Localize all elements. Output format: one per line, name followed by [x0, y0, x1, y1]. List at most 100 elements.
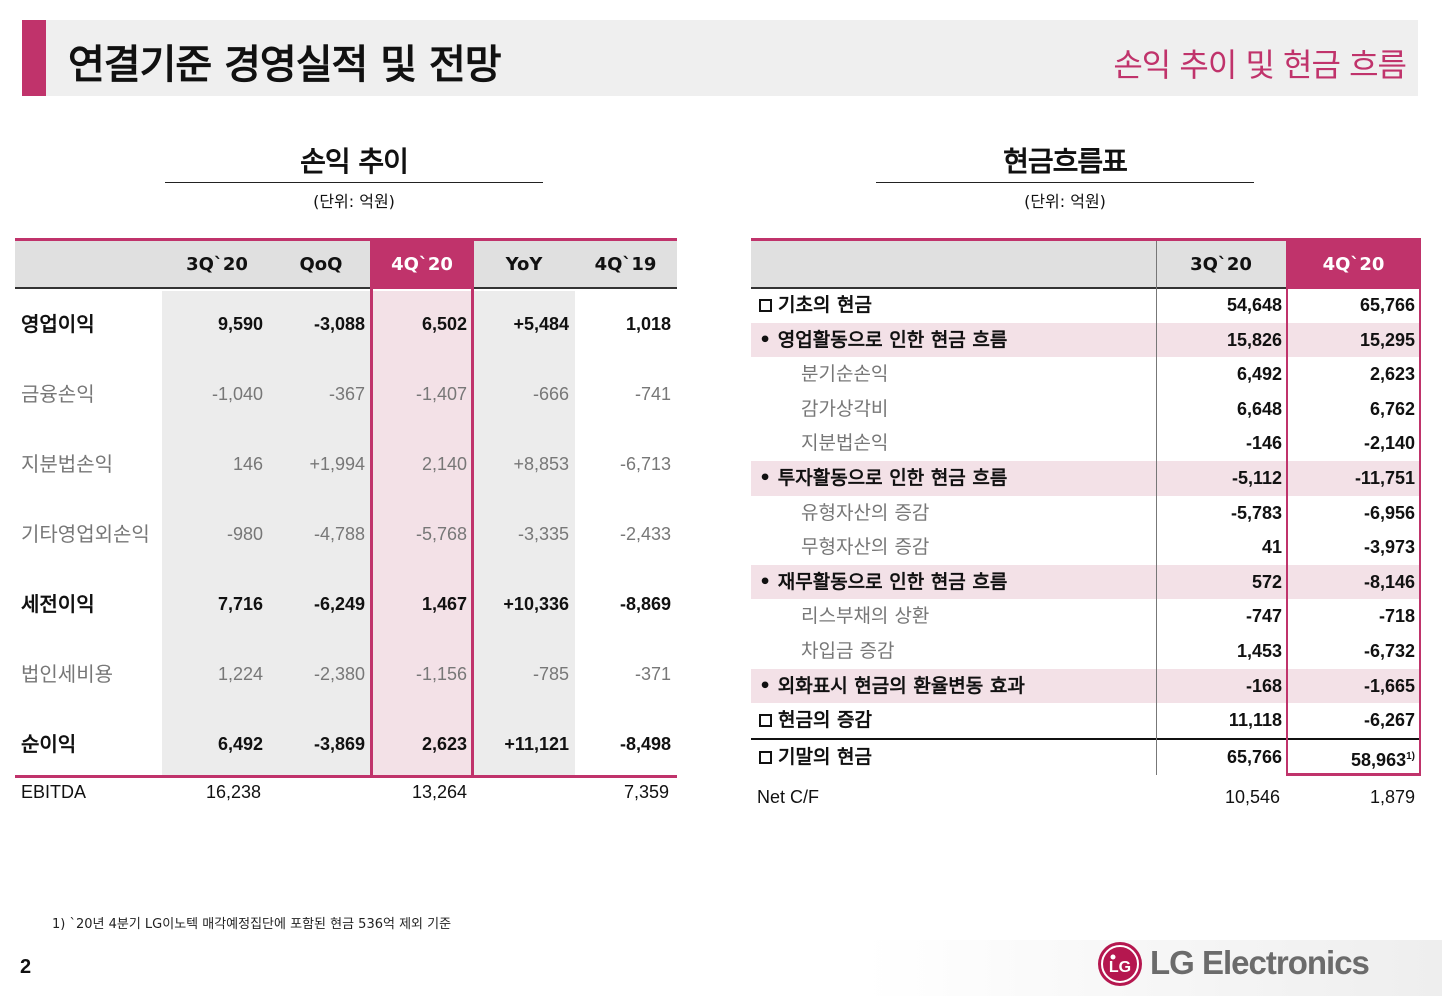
table-row: 금융손익 -1,040 -367 -1,407 -666 -741 [15, 359, 677, 429]
table-row: 감가상각비 6,648 6,762 [751, 392, 1421, 427]
cell: -6,956 [1363, 502, 1415, 523]
lg-electronics-logo: LG LG Electronics [1098, 940, 1398, 988]
row-label: 리스부채의 상환 [801, 605, 930, 628]
cf-table-header: 3Q`20 4Q`20 [751, 241, 1421, 289]
cell: 13,264 [411, 782, 467, 802]
pl-col-bg [474, 291, 575, 775]
checkbox-square-icon [759, 299, 772, 312]
row-label: 영업이익 [21, 312, 95, 336]
row-label: • 투자활동으로 인한 현금 흐름 [759, 467, 1008, 489]
cell: 16,238 [205, 782, 261, 802]
table-row: • 영업활동으로 인한 현금 흐름 15,826 15,295 [751, 322, 1421, 358]
pl-col-header-highlight: 4Q`20 [370, 241, 474, 289]
row-label: 지분법손익 [21, 452, 113, 476]
cell: 58,963 [1351, 750, 1407, 770]
header-accent-bar [22, 20, 46, 96]
cell: -3,088 [313, 314, 365, 334]
cf-title-underline [876, 182, 1254, 183]
table-row: 기타영업외손익 -980 -4,788 -5,768 -3,335 -2,433 [15, 499, 677, 569]
cell: -11,751 [1354, 468, 1415, 488]
row-label: 법인세비용 [21, 662, 113, 686]
table-row: • 재무활동으로 인한 현금 흐름 572 -8,146 [751, 564, 1421, 600]
pl-col-header: 3Q`20 [186, 254, 248, 275]
pl-col-header: 4Q`19 [594, 254, 657, 275]
ebitda-label: EBITDA [21, 782, 87, 802]
ebitda-row: EBITDA 16,238 13,264 7,359 [15, 778, 677, 812]
cell: -741 [634, 384, 671, 404]
table-row: • 외화표시 현금의 환율변동 효과 -168 -1,665 [751, 668, 1421, 704]
table-row: 분기순손익 6,492 2,623 [751, 357, 1421, 392]
page-number: 2 [20, 956, 32, 978]
cell: 572 [1251, 571, 1282, 592]
pl-col-header: QoQ [299, 254, 343, 275]
table-row: 순이익 6,492 -3,869 2,623 +11,121 -8,498 [15, 709, 677, 779]
cell: 1,224 [217, 664, 263, 684]
cell: +1,994 [309, 454, 365, 474]
cell: -6,732 [1363, 641, 1415, 661]
table-row: 지분법손익 146 +1,994 2,140 +8,853 -6,713 [15, 429, 677, 499]
row-label: 현금의 증감 [778, 709, 873, 732]
row-label: 기말의 현금 [778, 746, 873, 768]
pl-title-underline [165, 182, 543, 183]
cell: -1,407 [415, 384, 467, 404]
cell: 6,648 [1236, 398, 1282, 419]
cell: 2,623 [1369, 364, 1415, 385]
cell: 6,762 [1369, 398, 1415, 419]
pl-table-header: 3Q`20 QoQ 4Q`20 YoY 4Q`19 [15, 241, 677, 289]
cell: -2,380 [313, 664, 365, 684]
row-label: 순이익 [21, 732, 77, 756]
row-label: 금융손익 [21, 382, 95, 406]
pl-col-bg [269, 291, 370, 775]
table-row: 세전이익 7,716 -6,249 1,467 +10,336 -8,869 [15, 569, 677, 639]
cell: 1,467 [421, 594, 467, 614]
cell: 2,623 [421, 734, 467, 754]
cf-section-title: 현금흐름표 [1003, 145, 1128, 178]
cell: 1,879 [1369, 787, 1415, 807]
cf-unit-label: (단위: 억원) [1024, 192, 1106, 211]
row-label: 무형자산의 증감 [801, 536, 930, 559]
table-row: 지분법손익 -146 -2,140 [751, 426, 1421, 461]
checkbox-square-icon [759, 714, 772, 728]
footer-bar [0, 940, 1442, 996]
cell: +8,853 [513, 454, 569, 474]
cell: 10,546 [1224, 787, 1280, 807]
cell: 2,140 [421, 454, 467, 474]
cell: 54,648 [1226, 295, 1282, 315]
cell: -1,665 [1363, 675, 1415, 696]
cell: -980 [226, 524, 263, 544]
table-row: 유형자산의 증감 -5,783 -6,956 [751, 496, 1421, 531]
table-row: 법인세비용 1,224 -2,380 -1,156 -785 -371 [15, 639, 677, 709]
cell: 1,018 [625, 314, 671, 334]
cell: +5,484 [513, 314, 569, 334]
row-label: 감가상각비 [801, 397, 889, 420]
pl-col-header: YoY [505, 254, 543, 275]
row-label: 지분법손익 [801, 432, 889, 455]
table-row: 기초의 현금 54,648 65,766 [751, 288, 1421, 323]
cell: 146 [232, 454, 263, 474]
row-label: 기초의 현금 [778, 294, 873, 316]
cell: 11,118 [1228, 710, 1282, 731]
cell: 6,492 [217, 734, 263, 754]
cell: -6,249 [313, 594, 365, 614]
cell: 6,502 [421, 314, 467, 334]
cell: 15,826 [1226, 329, 1282, 350]
pl-col-bg-highlight [370, 291, 474, 775]
page-title: 연결기준 경영실적 및 전망 [68, 42, 502, 88]
cell: -666 [532, 384, 569, 404]
row-label: • 재무활동으로 인한 현금 흐름 [759, 570, 1008, 593]
cell: 7,716 [217, 594, 263, 614]
cell: -371 [634, 664, 671, 684]
cell: -6,267 [1363, 710, 1415, 731]
cell: 15,295 [1359, 329, 1415, 350]
cell: -785 [532, 664, 569, 684]
row-label: 세전이익 [21, 592, 95, 616]
table-row: 현금의 증감 11,118 -6,267 [751, 703, 1421, 738]
cell: 7,359 [623, 782, 669, 802]
row-label: • 영업활동으로 인한 현금 흐름 [759, 328, 1008, 351]
cell: -1,040 [211, 384, 263, 404]
row-label: 분기순손익 [801, 363, 889, 386]
cell: 6,492 [1236, 364, 1282, 385]
cell: -146 [1245, 433, 1282, 454]
cell: -8,869 [619, 594, 671, 614]
cell: -718 [1378, 606, 1415, 627]
